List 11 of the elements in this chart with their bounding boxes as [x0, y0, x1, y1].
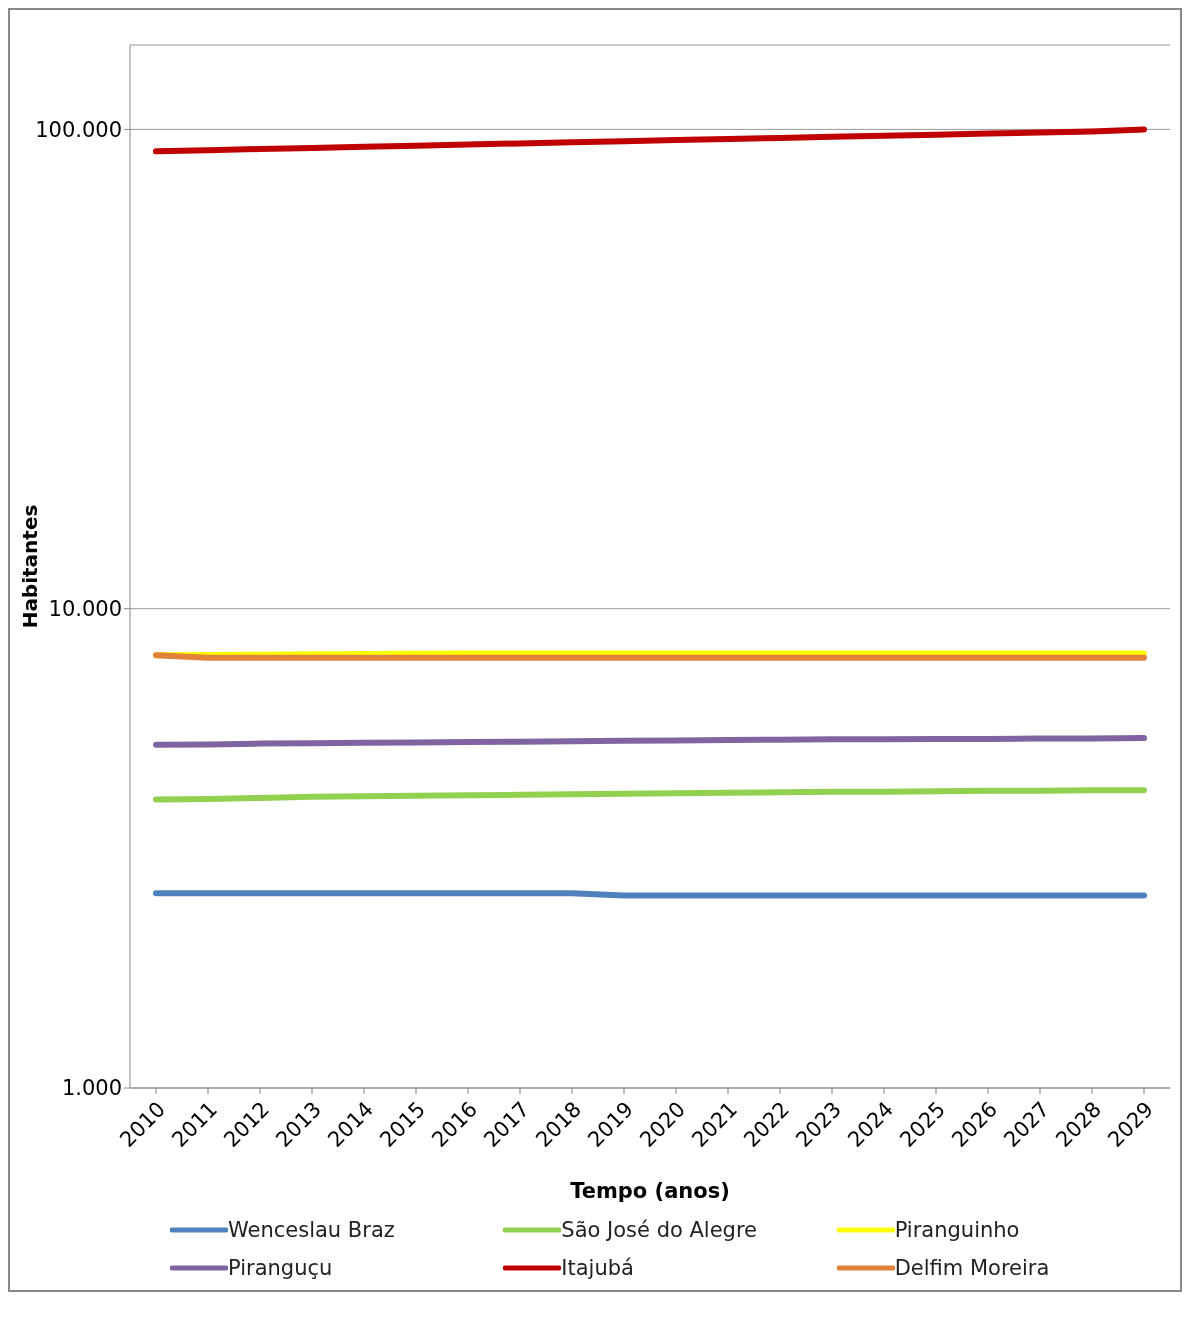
legend-label: Itajubá: [561, 1256, 634, 1280]
legend-label: Piranguinho: [894, 1218, 1020, 1242]
legend-label: Wenceslau Braz: [228, 1218, 395, 1242]
y-tick-label: 100.000: [35, 117, 122, 142]
legend-label: São José do Alegre: [561, 1218, 758, 1242]
legend-label: Piranguçu: [228, 1256, 333, 1280]
x-axis-title: Tempo (anos): [570, 1179, 730, 1203]
legend-label: Delfim Moreira: [894, 1256, 1050, 1280]
y-tick-label: 10.000: [48, 597, 122, 622]
y-tick-label: 1.000: [61, 1076, 122, 1101]
y-axis-title: Habitantes: [18, 504, 43, 629]
